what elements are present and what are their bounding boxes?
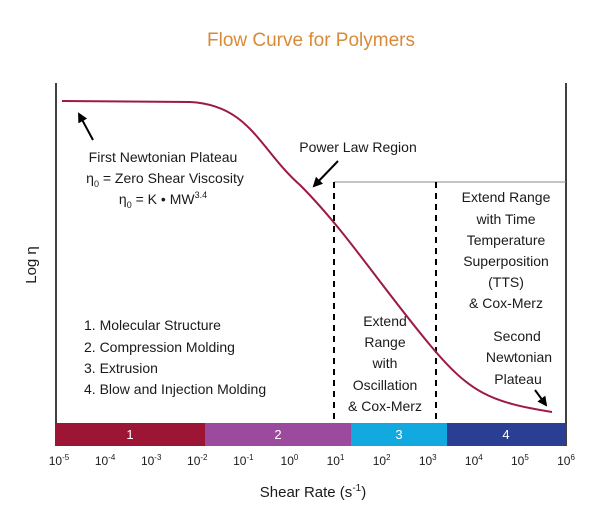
x-tick-label: 100 — [281, 453, 299, 468]
x-tick-label: 101 — [327, 453, 345, 468]
second-plateau-line: Second — [493, 328, 540, 344]
first-plateau-arrow — [78, 112, 94, 141]
x-tick-label: 10-4 — [95, 453, 116, 468]
application-bands: 1 2 3 4 — [56, 423, 566, 446]
oscillation-line: & Cox-Merz — [348, 398, 422, 414]
second-plateau-line: Newtonian — [486, 349, 552, 365]
x-axis-title: Shear Rate (s-1) — [260, 483, 366, 501]
tts-line: Extend Range — [462, 189, 551, 205]
zero-shear-viscosity-line: η0 = Zero Shear Viscosity — [86, 170, 244, 189]
band-2 — [205, 423, 351, 446]
tts-line: Temperature — [467, 232, 546, 248]
power-law-label: Power Law Region — [299, 139, 417, 155]
x-axis-title-end: ) — [361, 484, 366, 501]
oscillation-line: Range — [364, 334, 405, 350]
tts-line: (TTS) — [488, 274, 524, 290]
second-plateau-arrow — [534, 389, 548, 407]
x-axis-title-exponent: -1 — [352, 483, 361, 494]
application-item: 2. Compression Molding — [84, 339, 235, 355]
tts-annotation: Extend Range with Time Temperature Super… — [462, 189, 551, 311]
band-1-label: 1 — [126, 427, 133, 442]
eta-symbol: η — [86, 170, 94, 186]
oscillation-line: Extend — [363, 313, 407, 329]
tts-line: Superposition — [463, 253, 549, 269]
x-tick-label: 10-2 — [187, 453, 208, 468]
application-item: 3. Extrusion — [84, 360, 158, 376]
x-tick-label: 103 — [419, 453, 437, 468]
applications-list: 1. Molecular Structure 2. Compression Mo… — [84, 317, 266, 397]
band-4-label: 4 — [502, 427, 509, 442]
y-axis-title: Log η — [23, 246, 40, 284]
eta-subscript: 0 — [94, 179, 99, 189]
mw-exponent: 3.4 — [195, 190, 208, 200]
mw-relation-text: = K • MW — [132, 191, 196, 207]
oscillation-line: with — [372, 355, 398, 371]
second-plateau-annotation: Second Newtonian Plateau — [486, 328, 552, 387]
tts-line: with Time — [475, 211, 535, 227]
first-plateau-annotation: First Newtonian Plateau η0 = Zero Shear … — [86, 149, 244, 210]
application-item: 1. Molecular Structure — [84, 317, 221, 333]
second-plateau-line: Plateau — [494, 371, 541, 387]
tts-line: & Cox-Merz — [469, 295, 543, 311]
band-4 — [447, 423, 566, 446]
flow-curve — [61, 100, 553, 413]
zero-shear-text: = Zero Shear Viscosity — [99, 170, 244, 186]
power-law-arrow — [312, 160, 339, 188]
band-2-label: 2 — [274, 427, 281, 442]
band-3 — [351, 423, 447, 446]
mw-relation-line: η0 = K • MW3.4 — [119, 190, 207, 210]
band-1 — [56, 423, 205, 446]
x-tick-label: 105 — [511, 453, 529, 468]
x-tick-label: 104 — [465, 453, 483, 468]
diagram-title: Flow Curve for Polymers — [207, 30, 415, 51]
x-axis-title-text: Shear Rate (s — [260, 484, 353, 501]
x-tick-label: 10-3 — [141, 453, 162, 468]
first-plateau-title: First Newtonian Plateau — [89, 149, 238, 165]
x-tick-label: 10-5 — [49, 453, 70, 468]
band-3-label: 3 — [395, 427, 402, 442]
eta-symbol-2: η — [119, 191, 127, 207]
oscillation-line: Oscillation — [353, 377, 418, 393]
eta-subscript-2: 0 — [127, 200, 132, 210]
application-item: 4. Blow and Injection Molding — [84, 381, 266, 397]
x-tick-label: 10-1 — [233, 453, 254, 468]
x-axis-ticks: 10-5 10-4 10-3 10-2 10-1 100 101 102 103 104 105 10… — [49, 453, 576, 468]
x-tick-label: 102 — [373, 453, 391, 468]
oscillation-annotation: Extend Range with Oscillation & Cox-Merz — [348, 313, 422, 414]
x-tick-label: 106 — [557, 453, 575, 468]
